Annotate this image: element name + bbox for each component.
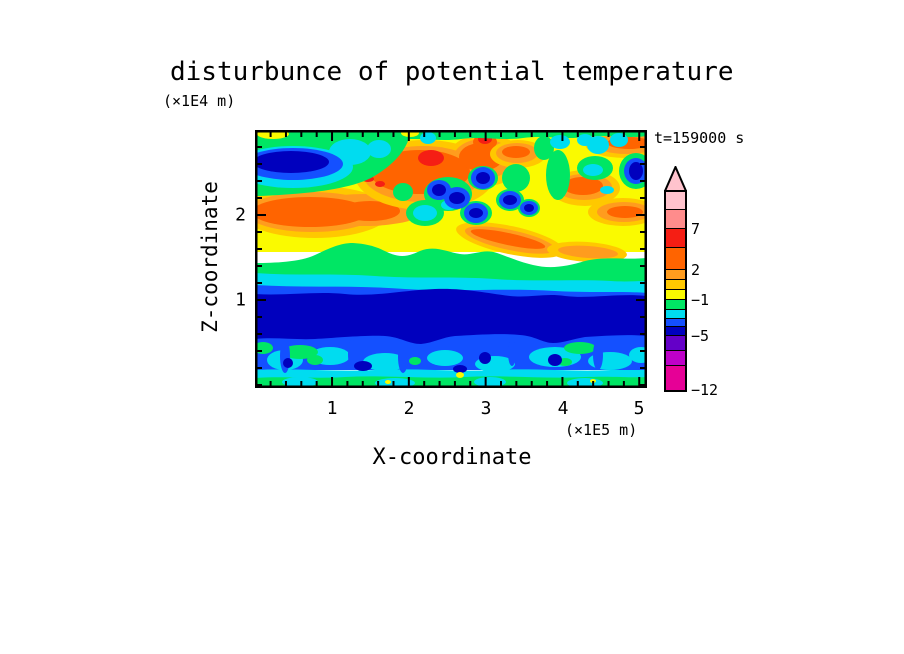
colorbar-segment-5 [665, 279, 686, 291]
page-title: disturbunce of potential temperature [170, 57, 734, 87]
colorbar-segment-1 [665, 209, 686, 230]
colorbar-segment-9 [665, 318, 686, 328]
colorbar-value-−1: −1 [691, 291, 710, 309]
colorbar-value-−12: −12 [691, 381, 719, 399]
colorbar-segment-10 [665, 326, 686, 337]
colorbar-segment-7 [665, 299, 686, 311]
x-tick-label-1: 1 [326, 398, 338, 419]
y-axis-label: Z-coordinate [198, 181, 222, 333]
axis-ticks [257, 132, 645, 386]
x-axis-label: X-coordinate [372, 445, 532, 470]
x-tick-label-5: 5 [633, 398, 645, 419]
colorbar-segment-4 [665, 269, 686, 281]
x-tick-label-3: 3 [480, 398, 492, 419]
x-axis-unit: (×1E5 m) [565, 421, 638, 439]
y-axis-unit: (×1E4 m) [163, 92, 236, 110]
colorbar-segment-12 [665, 350, 686, 367]
contour-field [255, 130, 647, 388]
colorbar-segment-2 [665, 228, 686, 249]
colorbar-segment-13 [665, 365, 686, 391]
colorbar-value-2: 2 [691, 261, 701, 279]
time-annotation: t=159000 s [654, 129, 745, 147]
y-tick-label-1: 1 [235, 289, 246, 311]
colorbar-segment-11 [665, 335, 686, 352]
colorbar-segment-8 [665, 309, 686, 320]
x-tick-label-2: 2 [403, 398, 415, 419]
colorbar [664, 190, 687, 392]
x-tick-label-4: 4 [557, 398, 569, 419]
colorbar-overflow-arrow-icon [664, 166, 687, 192]
colorbar-segment-6 [665, 289, 686, 301]
colorbar-segment-3 [665, 247, 686, 271]
colorbar-value-−5: −5 [691, 327, 710, 345]
plot-frame [255, 130, 647, 388]
colorbar-segment-0 [665, 191, 686, 211]
colorbar-value-7: 7 [691, 220, 701, 238]
y-tick-label-2: 2 [235, 204, 246, 226]
